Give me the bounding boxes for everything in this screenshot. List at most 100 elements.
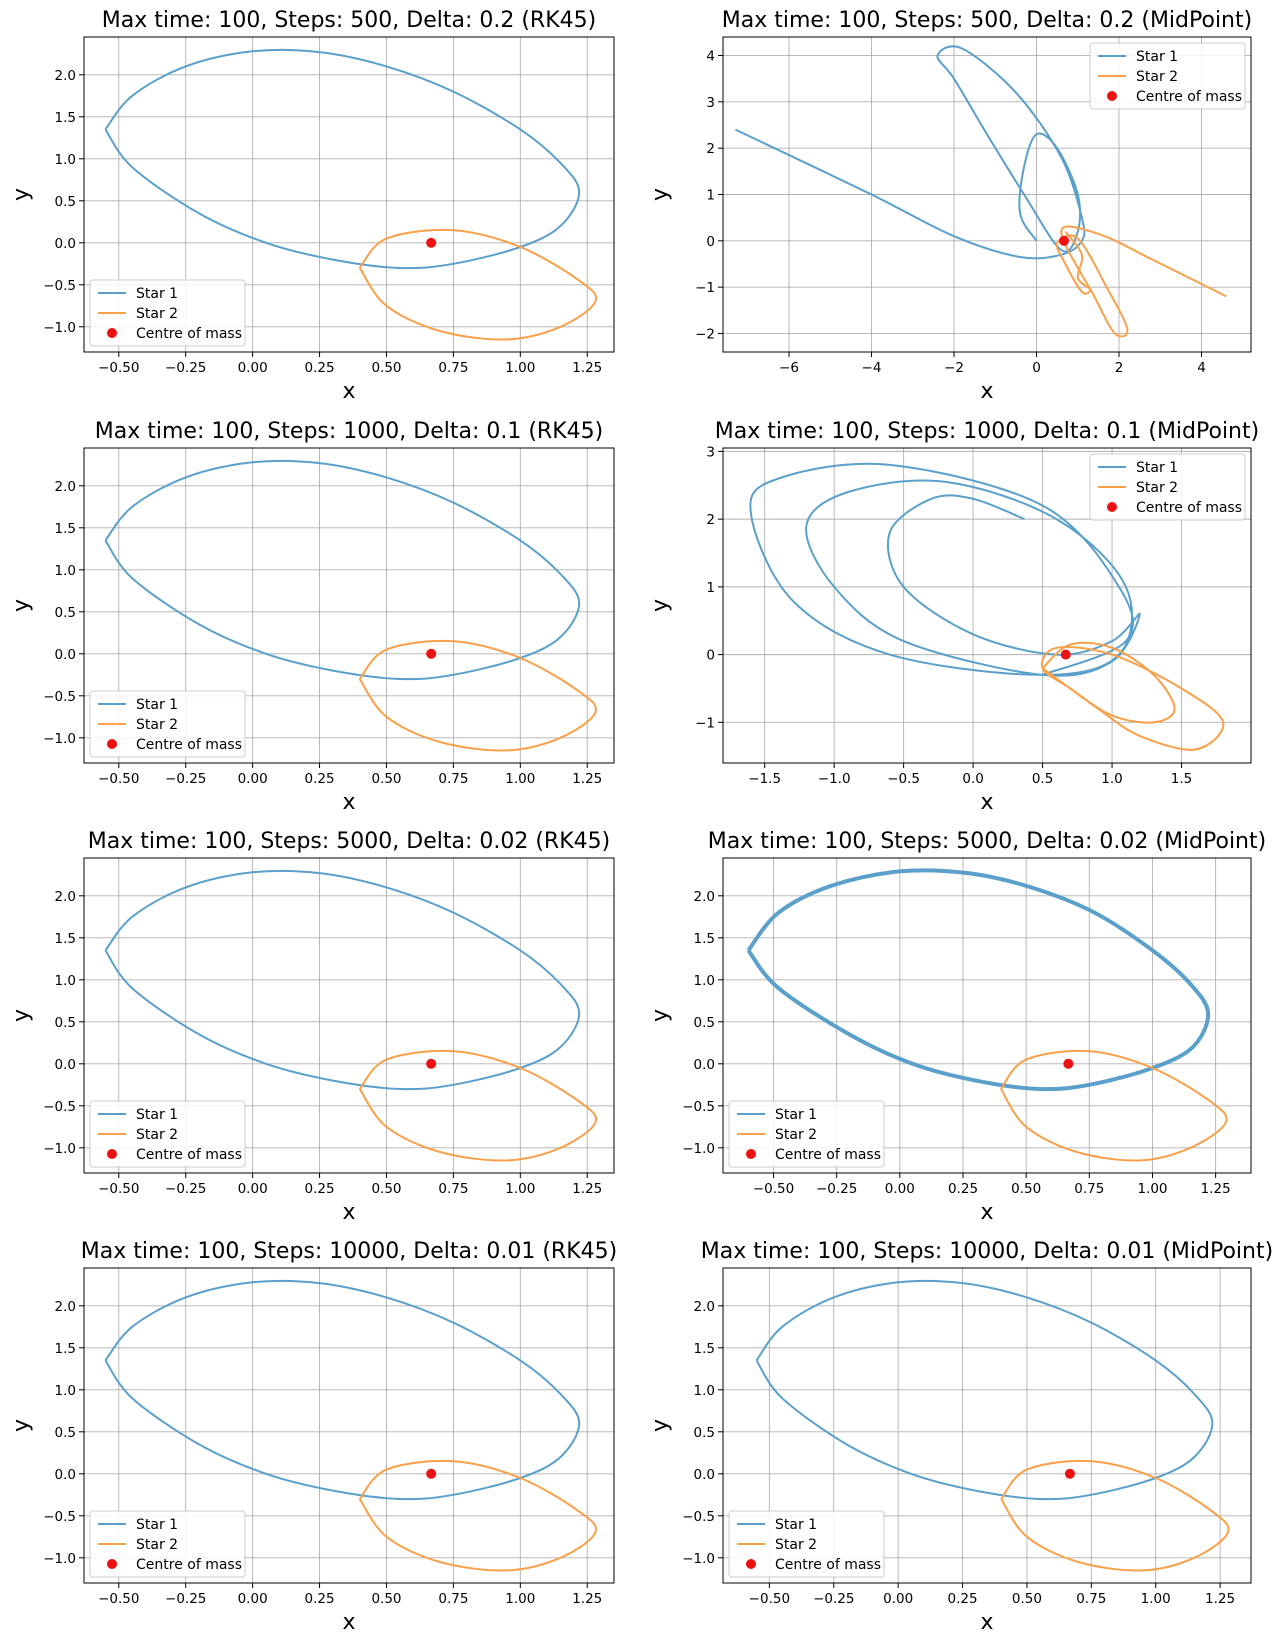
legend-box bbox=[89, 690, 246, 758]
x-tick-label: 1.25 bbox=[572, 1591, 602, 1607]
series-star2-line bbox=[358, 639, 598, 752]
x-tick-label: 1.0 bbox=[1101, 771, 1122, 787]
x-tick-label: 2 bbox=[1115, 360, 1124, 376]
x-tick-label: 4 bbox=[1197, 360, 1206, 376]
x-tick-label: −0.25 bbox=[165, 771, 206, 787]
centre-of-mass-point bbox=[1063, 1058, 1074, 1069]
axes-frame bbox=[722, 447, 1252, 764]
series-star2-line bbox=[1000, 1049, 1228, 1162]
legend-label: Centre of mass bbox=[136, 1557, 242, 1573]
legend-label: Star 2 bbox=[136, 717, 178, 733]
y-tick-label: 0.0 bbox=[55, 647, 76, 663]
y-tick-label: 1.0 bbox=[55, 152, 76, 168]
series-star2-line bbox=[1000, 1459, 1230, 1572]
x-tick-label: 0.25 bbox=[948, 1591, 978, 1607]
y-tick-label: 0.5 bbox=[694, 1425, 715, 1441]
y-tick-label: −1 bbox=[695, 280, 715, 296]
y-tick-label: 1.5 bbox=[694, 1341, 715, 1357]
y-tick-label: −1.0 bbox=[43, 731, 76, 747]
legend-box bbox=[728, 1100, 885, 1168]
y-tick-label: 0 bbox=[706, 234, 715, 250]
centre-of-mass-point bbox=[426, 1468, 437, 1479]
y-tick-label: 1.0 bbox=[694, 973, 715, 989]
y-tick-label: 0.5 bbox=[55, 1425, 76, 1441]
y-tick-label: 1.0 bbox=[694, 1383, 715, 1399]
legend-label: Centre of mass bbox=[775, 1557, 881, 1573]
legend-label: Centre of mass bbox=[136, 326, 242, 342]
y-tick-label: 1.0 bbox=[55, 973, 76, 989]
y-tick-label: 2.0 bbox=[55, 479, 76, 495]
y-tick-label: 0.5 bbox=[55, 1015, 76, 1031]
y-tick-label: −2 bbox=[695, 326, 715, 342]
legend-box bbox=[89, 1510, 246, 1578]
legend-swatch-point bbox=[1107, 502, 1117, 512]
legend: Star 1 Star 2 Centre of mass bbox=[1089, 453, 1246, 521]
x-tick-label: −0.5 bbox=[887, 771, 920, 787]
x-tick-label: 0.50 bbox=[371, 771, 401, 787]
x-tick-label: 0.25 bbox=[948, 1181, 978, 1197]
y-tick-label: 3 bbox=[706, 444, 715, 460]
y-tick-label: 3 bbox=[706, 95, 715, 111]
y-tick-label: 1.0 bbox=[55, 1383, 76, 1399]
subplot-5: −0.50 −0.25 0.00 0.25 0.50 0.75 1.00 1.25 −1.0 −0… bbox=[9, 829, 615, 1225]
y-axis-label: y bbox=[9, 188, 34, 201]
legend-swatch-point bbox=[107, 739, 117, 749]
x-tick-label: 0.75 bbox=[438, 1181, 468, 1197]
x-tick-label: 0.00 bbox=[238, 771, 268, 787]
y-tick-label: 0.0 bbox=[694, 1057, 715, 1073]
subplot-2: −6 −4 −2 0 2 4 −2 −1 0 1 2 3 4 Max time: 100, Steps: … bbox=[648, 8, 1252, 404]
y-tick-label: 0.5 bbox=[55, 605, 76, 621]
x-tick-label: −0.25 bbox=[165, 1181, 206, 1197]
centre-of-mass-point bbox=[1059, 235, 1070, 246]
y-tick-label: −1.0 bbox=[43, 1141, 76, 1157]
legend-box bbox=[728, 1510, 885, 1578]
y-tick-label: −0.5 bbox=[43, 689, 76, 705]
centre-of-mass-point bbox=[426, 237, 437, 248]
x-tick-label: −2 bbox=[944, 360, 964, 376]
legend-label: Star 2 bbox=[136, 1127, 178, 1143]
y-tick-label: 2.0 bbox=[55, 1299, 76, 1315]
axes-frame bbox=[83, 447, 615, 764]
y-tick-label: 1.5 bbox=[55, 931, 76, 947]
legend-label: Star 1 bbox=[1136, 49, 1178, 65]
y-tick-label: 1.5 bbox=[694, 931, 715, 947]
legend: Star 1 Star 2 Centre of mass bbox=[89, 1510, 246, 1578]
x-tick-label: −0.50 bbox=[98, 360, 139, 376]
x-axis-label: x bbox=[342, 1610, 355, 1635]
series-star1-line bbox=[104, 1279, 581, 1501]
x-axis-label: x bbox=[980, 1200, 993, 1225]
x-tick-label: −0.25 bbox=[813, 1591, 854, 1607]
x-tick-label: −0.25 bbox=[816, 1181, 857, 1197]
x-tick-label: 0.50 bbox=[1011, 1181, 1041, 1197]
y-tick-label: 2.0 bbox=[55, 68, 76, 84]
x-tick-label: −0.50 bbox=[753, 1181, 794, 1197]
x-tick-label: 1.00 bbox=[505, 1591, 535, 1607]
y-tick-label: 1.0 bbox=[55, 563, 76, 579]
x-tick-label: 0.75 bbox=[438, 1591, 468, 1607]
x-tick-label: 1.00 bbox=[505, 771, 535, 787]
y-tick-label: 2.0 bbox=[694, 1299, 715, 1315]
axes-frame bbox=[83, 1267, 615, 1584]
series-star1-line bbox=[734, 45, 1086, 260]
subplot-3: −0.50 −0.25 0.00 0.25 0.50 0.75 1.00 1.25 −1.0 −0… bbox=[9, 419, 615, 815]
x-tick-label: 0.00 bbox=[238, 360, 268, 376]
y-tick-label: −0.5 bbox=[43, 1099, 76, 1115]
y-tick-label: 0.0 bbox=[55, 236, 76, 252]
y-tick-label: 1.5 bbox=[55, 1341, 76, 1357]
series-star1-line bbox=[755, 1279, 1214, 1501]
y-tick-label: 2 bbox=[706, 141, 715, 157]
x-tick-label: 0.00 bbox=[885, 1181, 915, 1197]
y-tick-label: 0.0 bbox=[55, 1057, 76, 1073]
legend-box bbox=[1089, 42, 1246, 110]
x-tick-label: 0.00 bbox=[238, 1181, 268, 1197]
x-tick-label: 1.25 bbox=[1205, 1591, 1235, 1607]
y-tick-label: −1.0 bbox=[682, 1551, 715, 1567]
centre-of-mass-point bbox=[426, 648, 437, 659]
y-tick-label: −1.0 bbox=[43, 1551, 76, 1567]
series-star1-line bbox=[749, 462, 1141, 677]
legend-swatch-point bbox=[1107, 91, 1117, 101]
x-tick-label: 0.75 bbox=[1076, 1591, 1106, 1607]
y-tick-label: 1.5 bbox=[55, 110, 76, 126]
legend-label: Star 1 bbox=[136, 286, 178, 302]
legend-label: Star 2 bbox=[1136, 480, 1178, 496]
